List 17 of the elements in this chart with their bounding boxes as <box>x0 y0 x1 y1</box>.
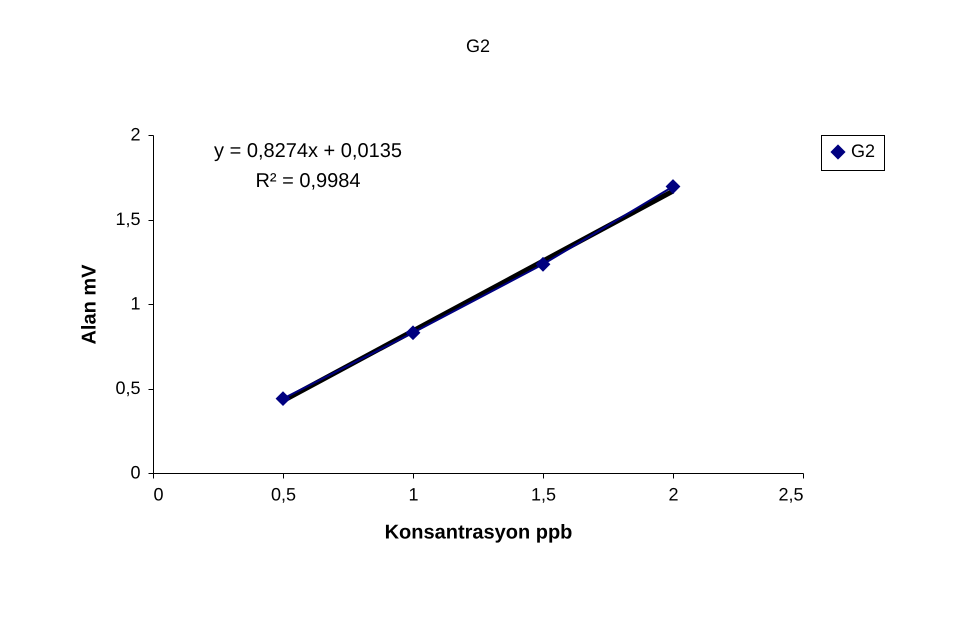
y-tick-label: 1,5 <box>115 209 140 229</box>
x-tick-label: 0,5 <box>270 484 296 504</box>
y-tick-label: 1 <box>130 294 140 314</box>
x-tick-label: 2,5 <box>778 484 804 504</box>
y-axis-title: Alan mV <box>78 264 100 345</box>
annotation: y = 0,8274x + 0,0135 <box>214 140 402 162</box>
x-tick-label: 1 <box>408 484 419 504</box>
annotation: R² = 0,9984 <box>255 170 361 192</box>
y-tick-label: 0 <box>130 462 140 482</box>
legend-label: G2 <box>851 141 876 161</box>
x-axis-title: Konsantrasyon ppb <box>384 522 572 544</box>
x-tick-label: 0 <box>154 484 164 504</box>
chart-title: G2 <box>466 36 490 56</box>
x-tick-label: 2 <box>668 484 679 504</box>
x-tick-label: 1,5 <box>530 484 556 504</box>
y-tick-label: 2 <box>130 124 140 144</box>
y-tick-label: 0,5 <box>115 378 140 398</box>
